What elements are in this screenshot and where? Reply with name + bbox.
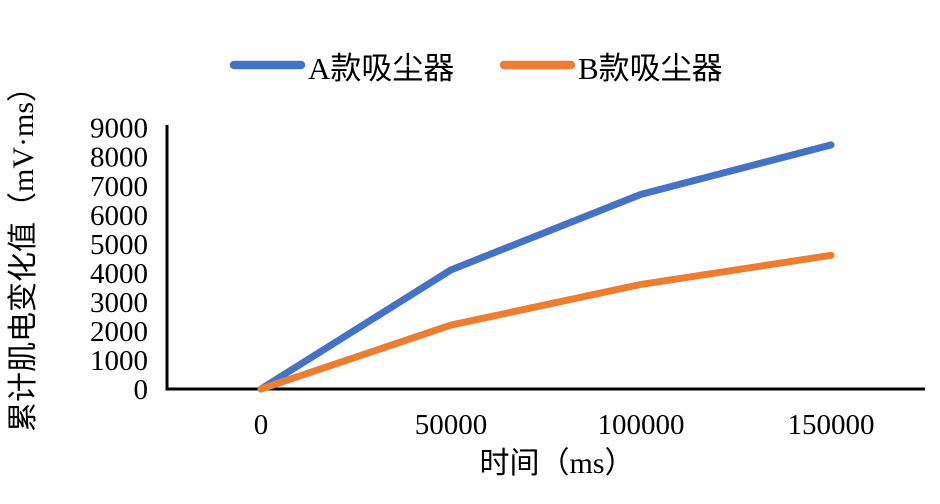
legend-label-series-b: B款吸尘器	[578, 51, 723, 86]
y-tick-label: 9000	[90, 113, 148, 145]
y-tick-label: 3000	[90, 287, 148, 319]
y-tick-label: 8000	[90, 142, 148, 174]
y-tick-label: 6000	[90, 200, 148, 232]
x-tick-label: 0	[254, 409, 269, 441]
y-tick-label: 2000	[90, 316, 148, 348]
y-tick-label: 5000	[90, 229, 148, 261]
y-tick-label: 4000	[90, 258, 148, 290]
x-tick-label: 50000	[415, 409, 488, 441]
series-line-a	[257, 141, 835, 393]
legend-label-series-a: A款吸尘器	[308, 51, 454, 86]
y-tick-label: 0	[134, 374, 149, 406]
legend: A款吸尘器 B款吸尘器	[229, 51, 723, 86]
data-series	[257, 141, 835, 393]
x-tick-label: 150000	[788, 409, 875, 441]
y-tick-label: 7000	[90, 171, 148, 203]
x-axis-tick-labels: 0 50000 100000 150000	[254, 409, 875, 441]
x-axis-title: 时间（ms）	[479, 447, 634, 480]
y-axis-title: 累计肌电变化值（mV·ms）	[7, 72, 40, 432]
series-line-b	[257, 251, 835, 393]
y-tick-label: 1000	[90, 345, 148, 377]
x-tick-label: 100000	[598, 409, 685, 441]
